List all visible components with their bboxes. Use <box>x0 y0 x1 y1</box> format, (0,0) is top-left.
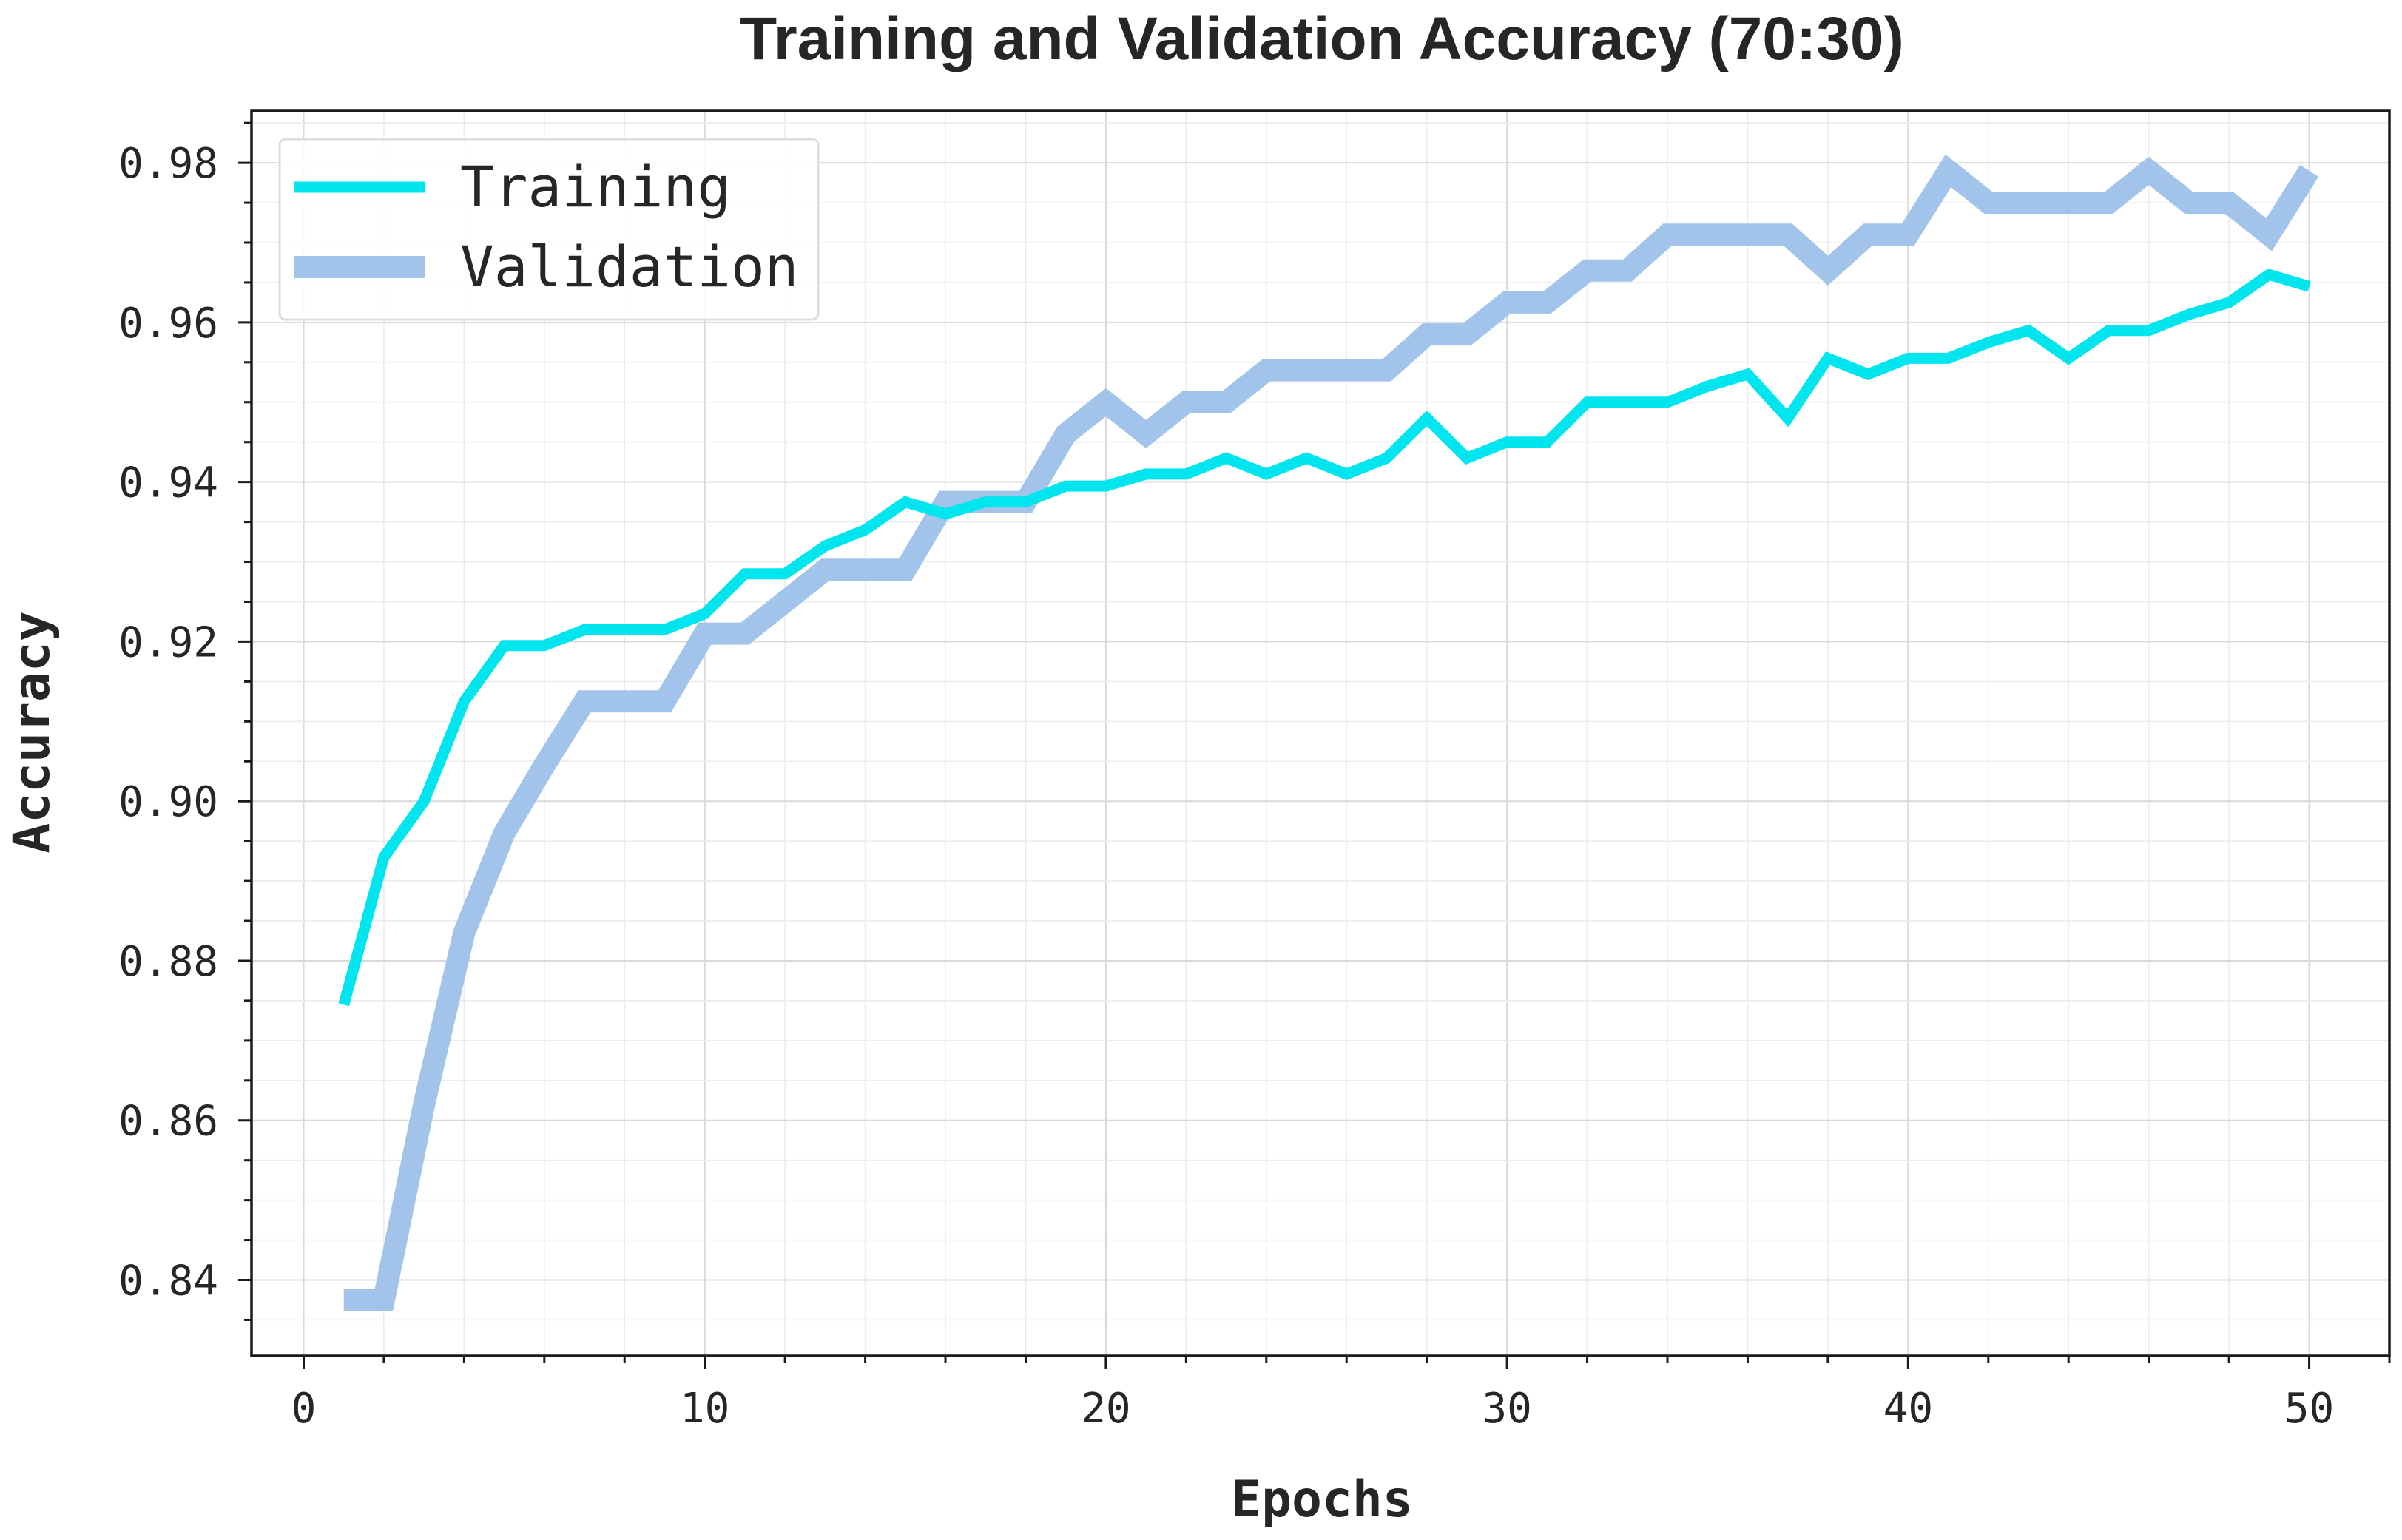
legend-label-validation: Validation <box>460 234 799 300</box>
axis-ticks: 0 10 20 30 40 50 0.84 0.86 0.88 0.90 0.92 0.94 0.96 0… <box>118 121 2391 1433</box>
x-tick-label: 10 <box>680 1385 729 1433</box>
x-tick-label: 40 <box>1883 1385 1933 1433</box>
plot-frame <box>250 109 2391 1357</box>
chart-title: Training and Validation Accuracy (70:30) <box>740 5 1904 72</box>
y-tick-label: 0.94 <box>118 459 218 507</box>
legend: Training Validation <box>278 138 820 321</box>
y-tick-label: 0.88 <box>118 938 218 986</box>
y-tick-label: 0.92 <box>118 618 218 666</box>
y-tick-label: 0.98 <box>118 140 218 188</box>
x-tick-label: 0 <box>291 1385 317 1433</box>
series-line-training <box>338 268 2311 1007</box>
x-axis-label: Epochs <box>1231 1470 1413 1529</box>
x-tick-label: 30 <box>1482 1385 1531 1433</box>
y-axis-label: Accuracy <box>3 611 61 854</box>
series-lines <box>338 154 2319 1311</box>
x-tick-label: 20 <box>1081 1385 1130 1433</box>
legend-label-training: Training <box>460 154 731 220</box>
y-tick-label: 0.96 <box>118 300 218 348</box>
x-tick-label: 50 <box>2284 1385 2334 1433</box>
y-tick-label: 0.86 <box>118 1098 218 1146</box>
y-tick-label: 0.90 <box>118 778 218 826</box>
series-line-validation <box>343 154 2319 1311</box>
y-tick-label: 0.84 <box>118 1257 218 1306</box>
